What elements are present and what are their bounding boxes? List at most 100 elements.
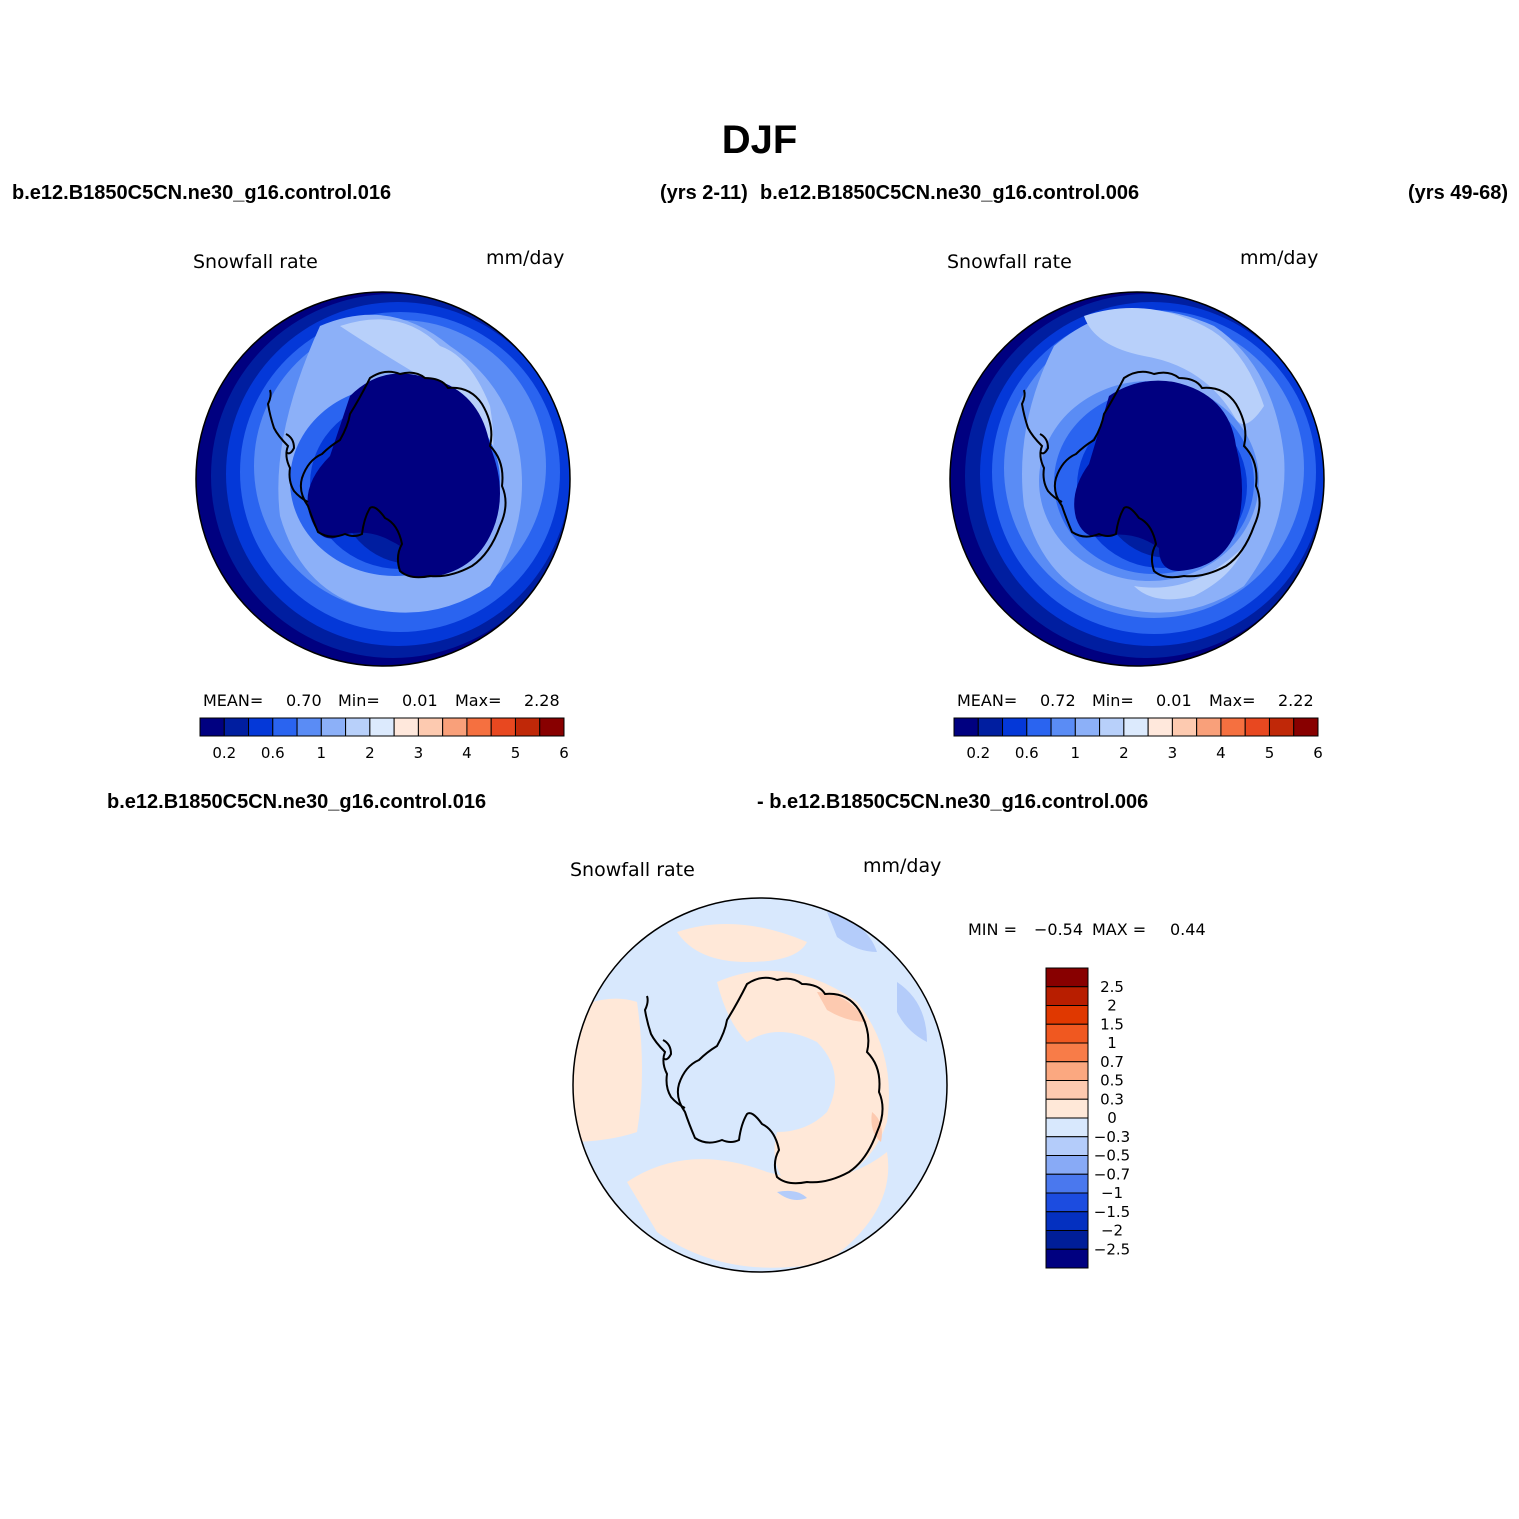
panel1-map (195, 291, 571, 667)
diff-colorbar-swatch (1045, 1061, 1089, 1081)
diff-colorbar-swatch (1045, 1248, 1089, 1269)
panel2-min: 0.01 (1156, 691, 1192, 710)
diff-colorbar-tick-label: 0.7 (1100, 1053, 1124, 1071)
diff-colorbar-swatch (1045, 1155, 1089, 1175)
colorbar-swatch (977, 717, 1004, 737)
diff-colorbar-tick-label: 1.5 (1100, 1015, 1124, 1033)
diff-colorbar-swatch (1045, 1136, 1089, 1156)
diff-colorbar-tick-label: −0.5 (1094, 1147, 1130, 1165)
colorbar-swatch (1171, 717, 1198, 737)
colorbar-swatch (1074, 717, 1101, 737)
diff-colorbar-tick-label: 0.3 (1100, 1090, 1124, 1108)
colorbar-tick-label: 0.2 (212, 744, 236, 762)
diff-map (572, 897, 948, 1273)
diff-colorbar: 2.521.510.70.50.30−0.3−0.5−0.7−1−1.5−2−2… (1045, 967, 1130, 1269)
colorbar-swatch (1123, 717, 1149, 737)
colorbar-swatch (199, 717, 225, 737)
diff-case-a-label: b.e12.B1850C5CN.ne30_g16.control.016 (107, 791, 487, 813)
panel1-max-label: Max= (455, 691, 502, 710)
diff-colorbar-tick-label: −1.5 (1094, 1203, 1130, 1221)
colorbar-swatch (1196, 717, 1222, 737)
panel2-variable: Snowfall rate (947, 251, 1072, 273)
diff-colorbar-swatch (1045, 986, 1089, 1006)
colorbar-swatch (1147, 717, 1173, 737)
diff-max: 0.44 (1170, 920, 1206, 939)
colorbar-swatch (1220, 717, 1246, 737)
diff-min: −0.54 (1034, 920, 1084, 939)
colorbar-tick-label: 1 (1071, 744, 1081, 762)
panel2-mean-label: MEAN= (957, 691, 1018, 710)
colorbar-tick-label: 5 (1265, 744, 1275, 762)
colorbar-swatch (272, 717, 298, 737)
colorbar-swatch (320, 717, 347, 737)
colorbar-swatch (223, 717, 250, 737)
diff-colorbar-tick-label: −2 (1101, 1222, 1123, 1240)
diff-colorbar-tick-label: −0.7 (1094, 1165, 1130, 1183)
colorbar-swatch (490, 717, 516, 737)
diff-colorbar-swatch (1045, 1042, 1089, 1063)
panel2-max: 2.22 (1278, 691, 1314, 710)
diff-max-label: MAX = (1092, 920, 1147, 939)
panel2-colorbar: 0.2 0.6 1 2 3 4 5 6 (953, 717, 1323, 762)
colorbar-swatch (442, 717, 468, 737)
diff-colorbar-tick-label: −0.3 (1094, 1128, 1130, 1146)
case-a-label: b.e12.B1850C5CN.ne30_g16.control.016 (12, 182, 392, 204)
diff-min-label: MIN = (968, 920, 1017, 939)
diff-colorbar-tick-label: −1 (1101, 1184, 1123, 1202)
diff-colorbar-tick-label: 0 (1107, 1109, 1117, 1127)
years-b-label: (yrs 49-68) (1408, 182, 1509, 204)
colorbar-swatch (1099, 717, 1125, 737)
figure-title: DJF (721, 118, 798, 162)
diff-colorbar-swatch (1045, 1117, 1089, 1138)
colorbar-tick-label: 6 (559, 744, 569, 762)
diff-colorbar-swatch (1045, 1080, 1089, 1100)
colorbar-swatch (1244, 717, 1270, 737)
panel2-map (949, 291, 1325, 667)
diff-colorbar-swatch (1045, 1098, 1089, 1119)
colorbar-swatch (1293, 717, 1319, 737)
panel1-max: 2.28 (524, 691, 560, 710)
panel1-variable: Snowfall rate (193, 251, 318, 273)
colorbar-swatch (514, 717, 541, 737)
diff-colorbar-tick-label: 2.5 (1100, 978, 1124, 996)
diff-colorbar-tick-label: −2.5 (1094, 1240, 1130, 1258)
colorbar-swatch (248, 717, 274, 737)
diff-colorbar-swatch (1045, 967, 1089, 988)
panel1-min: 0.01 (402, 691, 438, 710)
colorbar-swatch (539, 717, 565, 737)
panel2-max-label: Max= (1209, 691, 1256, 710)
colorbar-swatch (345, 717, 371, 737)
panel1-units: mm/day (486, 247, 565, 269)
diff-colorbar-tick-label: 2 (1107, 997, 1117, 1015)
diff-colorbar-tick-label: 1 (1107, 1034, 1117, 1052)
colorbar-swatch (393, 717, 419, 737)
colorbar-tick-label: 0.6 (261, 744, 285, 762)
colorbar-tick-label: 0.6 (1015, 744, 1039, 762)
diff-case-b-label: - b.e12.B1850C5CN.ne30_g16.control.006 (757, 791, 1149, 813)
colorbar-tick-label: 5 (511, 744, 521, 762)
diff-variable: Snowfall rate (570, 859, 695, 881)
panel1-mean-label: MEAN= (203, 691, 264, 710)
colorbar-swatch (1026, 717, 1052, 737)
colorbar-tick-label: 0.2 (966, 744, 990, 762)
colorbar-tick-label: 4 (1216, 744, 1226, 762)
panel1-mean: 0.70 (286, 691, 322, 710)
colorbar-swatch (466, 717, 492, 737)
colorbar-tick-label: 3 (414, 744, 424, 762)
diff-colorbar-swatch (1045, 1192, 1089, 1213)
colorbar-swatch (369, 717, 395, 737)
colorbar-tick-label: 6 (1313, 744, 1323, 762)
colorbar-tick-label: 4 (462, 744, 472, 762)
panel2-mean: 0.72 (1040, 691, 1076, 710)
diff-colorbar-swatch (1045, 1211, 1089, 1231)
colorbar-swatch (296, 717, 322, 737)
case-b-label: b.e12.B1850C5CN.ne30_g16.control.006 (760, 182, 1140, 204)
colorbar-swatch (953, 717, 979, 737)
colorbar-tick-label: 2 (365, 744, 375, 762)
colorbar-tick-label: 1 (317, 744, 327, 762)
diff-colorbar-tick-label: 0.5 (1100, 1072, 1124, 1090)
panel2-min-label: Min= (1092, 691, 1134, 710)
diff-colorbar-swatch (1045, 1230, 1089, 1250)
panel2-units: mm/day (1240, 247, 1319, 269)
diff-colorbar-swatch (1045, 1023, 1089, 1044)
